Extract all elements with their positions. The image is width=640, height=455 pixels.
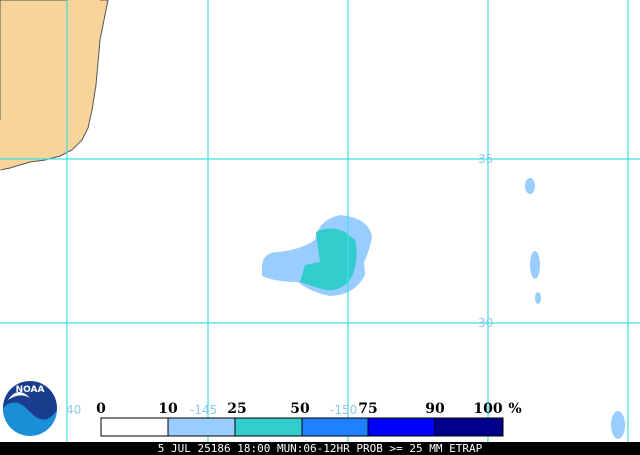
legend-unit: %	[508, 401, 521, 417]
legend-swatch	[100, 417, 169, 437]
grid	[0, 0, 640, 442]
island	[530, 251, 540, 279]
footer-bar	[0, 442, 640, 455]
legend-swatch	[434, 417, 504, 437]
legend-label: 50	[290, 401, 310, 417]
footer-text: 5 JUL 25186 18:00 MUN:06-12HR PROB >= 25…	[158, 442, 483, 455]
legend-label: 75	[358, 401, 377, 417]
legend-label: 10	[158, 401, 178, 417]
logo-wave	[2, 402, 57, 437]
prob-area-25	[300, 228, 357, 291]
legend: 0 10 25 50 75 90 100 %	[96, 401, 522, 437]
island	[525, 178, 535, 194]
lon-label: 40	[66, 403, 81, 417]
legend-label: 90	[425, 401, 445, 417]
legend-swatch	[167, 417, 236, 437]
legend-swatch	[301, 417, 369, 437]
logo-bird	[8, 391, 30, 400]
island	[535, 292, 541, 304]
legend-swatch	[367, 417, 436, 437]
lon-label: -150	[330, 403, 357, 417]
island	[611, 411, 625, 439]
legend-label: 100	[473, 401, 502, 417]
legend-label: 25	[227, 401, 246, 417]
land	[0, 0, 100, 170]
legend-label: 0	[96, 401, 106, 417]
noaa-logo: NOAA	[2, 381, 57, 437]
lat-label: 35	[478, 152, 493, 166]
lon-label: -145	[190, 403, 217, 417]
legend-swatch	[234, 417, 303, 437]
logo-text: NOAA	[16, 385, 45, 395]
lat-label: 30	[478, 316, 493, 330]
